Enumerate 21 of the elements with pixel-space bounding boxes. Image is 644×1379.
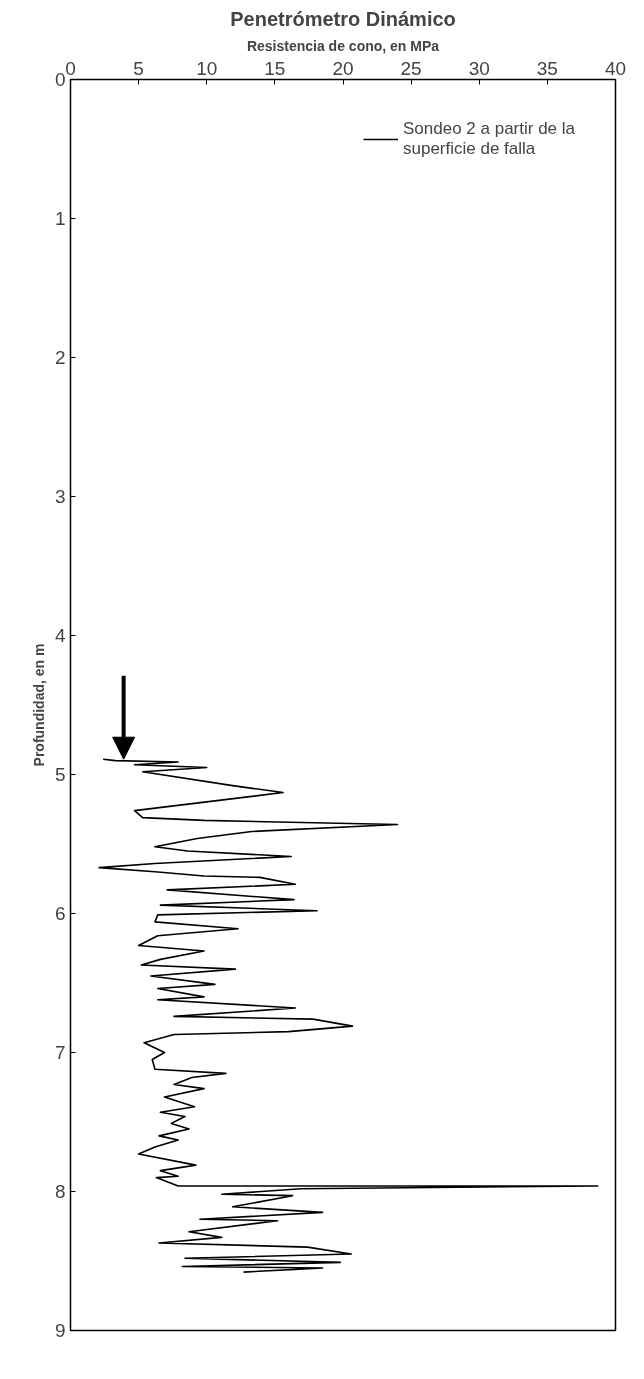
x-tick-label: 20	[332, 57, 354, 79]
legend-label: Sondeo 2 a partir de la superficie de falla	[402, 119, 575, 159]
x-tick-label: 10	[196, 57, 218, 79]
y-tick-label: 8	[54, 1181, 66, 1202]
x-axis-title: Resistencia de cono, en MPa	[246, 37, 440, 54]
y-tick-label: 5	[54, 764, 66, 785]
x-tick-label: 25	[400, 57, 422, 79]
x-tick-label: 40	[604, 57, 627, 79]
x-tick-label: 35	[536, 57, 558, 79]
x-tick-label: 15	[264, 57, 286, 79]
x-tick-label: 30	[468, 57, 490, 79]
x-tick-label: 5	[133, 57, 144, 79]
y-tick-label: 2	[54, 347, 66, 368]
chart-title: Penetrómetro Dinámico	[230, 7, 456, 30]
y-tick-label: 4	[54, 625, 66, 646]
y-axis-title: Profundidad, en m	[30, 643, 47, 767]
y-tick-label: 9	[54, 1320, 66, 1341]
y-tick-label: 1	[54, 208, 66, 229]
y-tick-label: 3	[54, 486, 66, 507]
y-tick-label: 6	[54, 903, 66, 924]
y-tick-label: 7	[54, 1042, 66, 1063]
